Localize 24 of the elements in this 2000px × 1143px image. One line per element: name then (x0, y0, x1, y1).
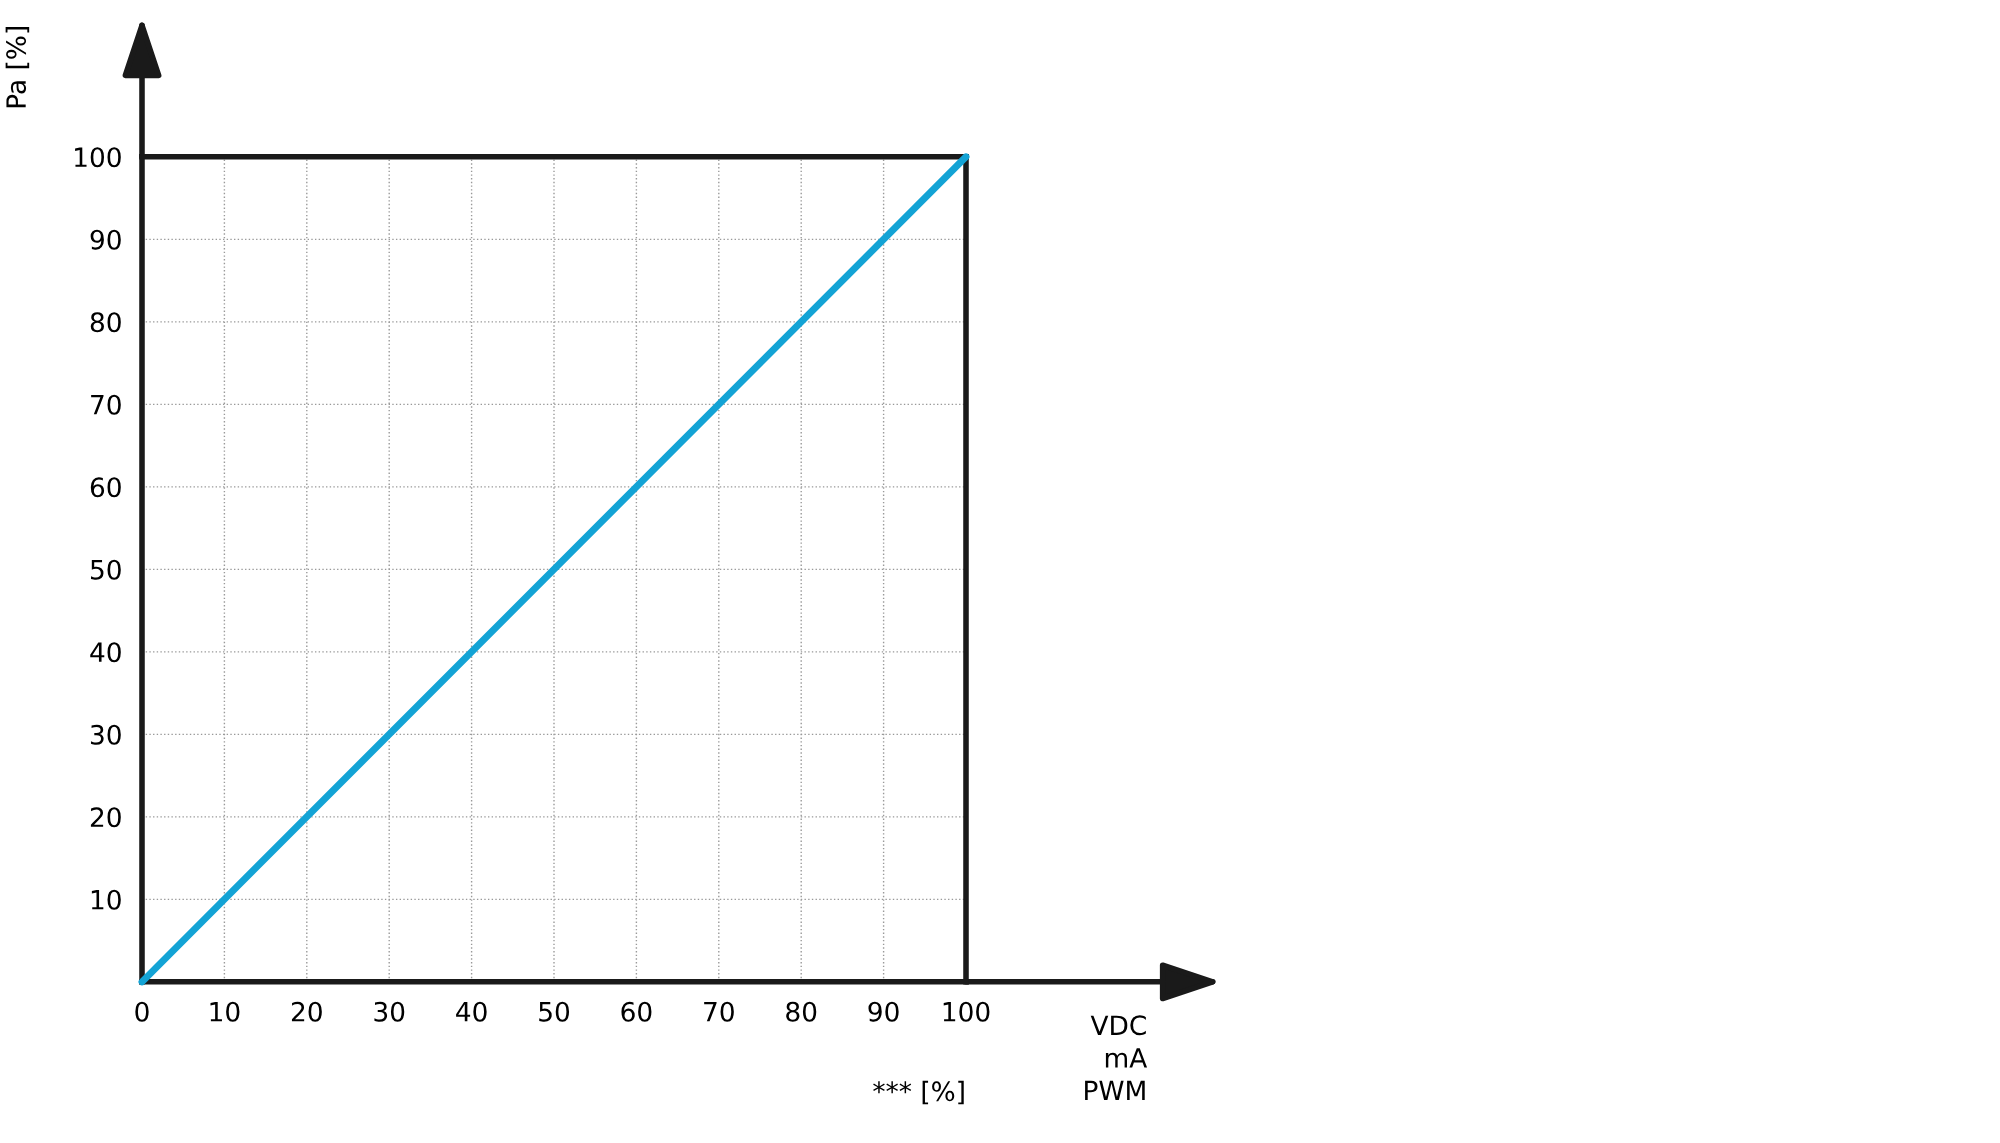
x-tick-label: 20 (291, 1001, 322, 1022)
x-axis-title: VDC mA PWM (1085, 1015, 1148, 1100)
y-tick-label: 60 (90, 477, 121, 498)
y-tick-label: 80 (90, 312, 121, 333)
y-tick-label: 20 (90, 807, 121, 828)
y-tick-label: 50 (91, 559, 121, 580)
x-tick-label: 40 (456, 1001, 487, 1022)
text: *** [%] (873, 1080, 964, 1105)
y-tick-label: 40 (90, 642, 121, 663)
x-tick-label: 10 (210, 1001, 240, 1022)
x-tick-label: 90 (868, 1001, 899, 1022)
y-tick-label: 30 (90, 724, 121, 745)
y-axis-title: Pa [%] (5, 27, 30, 108)
x-tick-label: 100 (943, 1001, 990, 1022)
x-tick-label: 70 (704, 1001, 734, 1022)
x-tick-label: 30 (374, 1001, 405, 1022)
y-tick-label: 70 (91, 394, 121, 415)
x-tick-label: 80 (786, 1001, 817, 1022)
y-tick-label: 10 (91, 889, 121, 910)
x-tick-label: 60 (621, 1001, 652, 1022)
x-tick-label: 0 (135, 1001, 149, 1022)
x-tick-label: 50 (539, 1001, 570, 1022)
y-tick-label: 100 (75, 147, 121, 168)
y-tick-label: 90 (90, 229, 121, 250)
